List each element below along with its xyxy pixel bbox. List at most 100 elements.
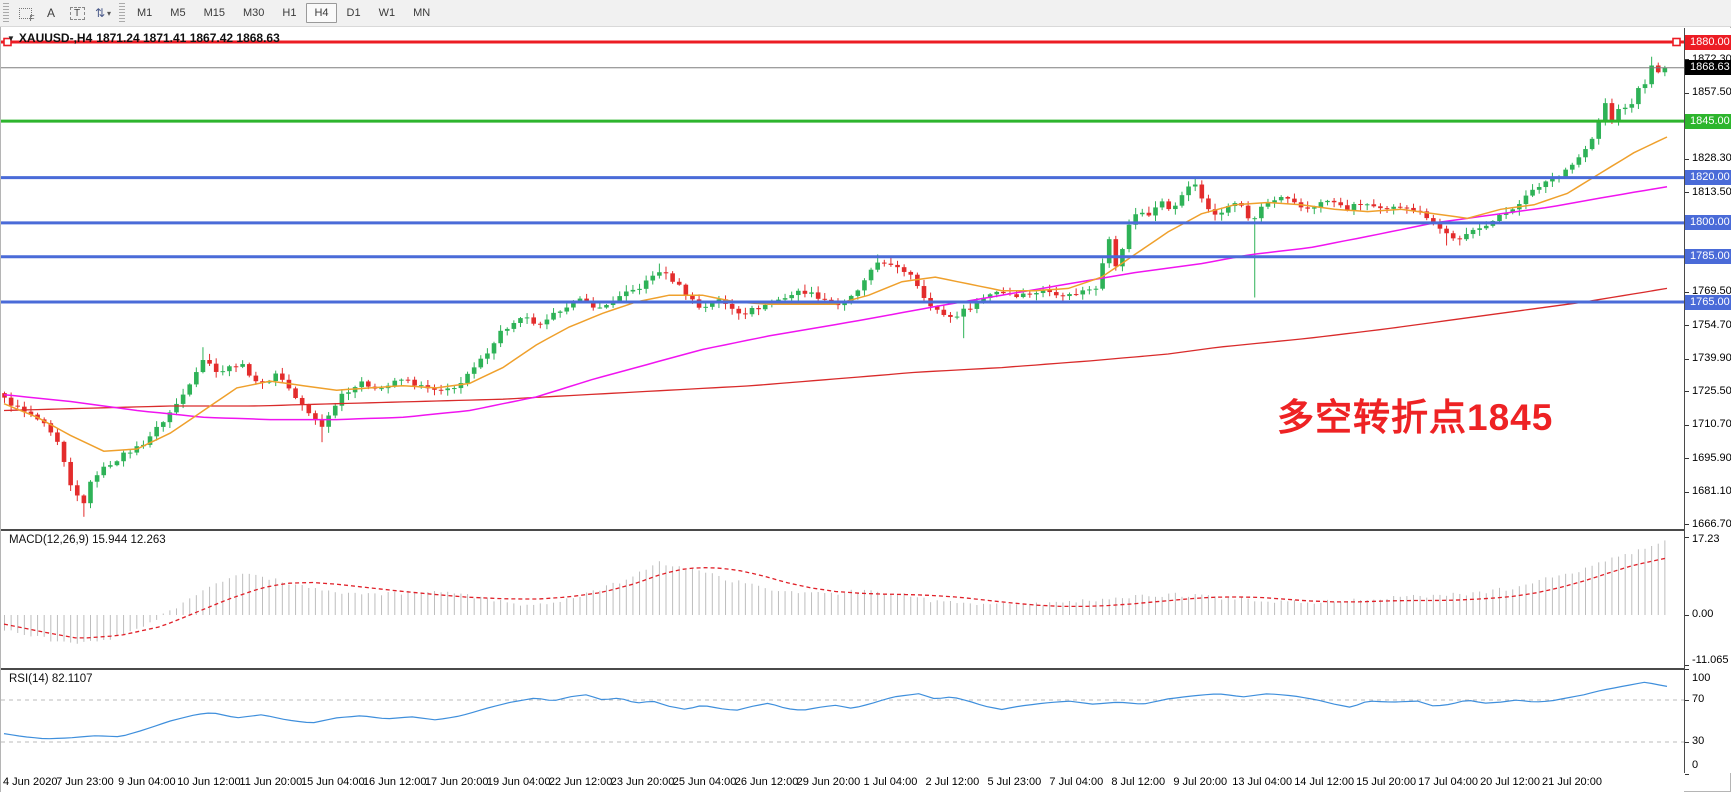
macd-indicator-panel[interactable] [1,530,1684,669]
price-tick: 1813.50 [1692,185,1731,198]
date-label: 25 Jun 04:00 [672,776,737,788]
axis-tick-mark [1685,325,1689,327]
price-tick: 1695.90 [1692,451,1731,464]
current-price-label: 1868.63 [1685,60,1731,76]
timeframe-d1-button[interactable]: D1 [346,7,361,19]
date-label: 17 Jun 20:00 [424,776,489,788]
chart-annotation-text[interactable]: 多空转折点1845 [1277,397,1554,438]
rsi-label: RSI(14) 82.1107 [9,673,93,685]
arrows-tool-icon[interactable]: ⇅ ▾ [91,2,115,24]
price-tick: 1739.90 [1692,352,1731,365]
macd-tick: 0.00 [1692,608,1714,620]
price-tick: 1754.70 [1692,318,1731,331]
symbol-period-label: XAUUSD-,H4 [18,31,93,45]
date-label: 13 Jul 04:00 [1232,776,1293,788]
rsi-tick: 30 [1692,735,1705,747]
axis-tick-mark [1685,391,1689,393]
date-label: 16 Jun 12:00 [362,776,427,788]
date-label: 19 Jun 04:00 [486,776,551,788]
date-label: 20 Jul 12:00 [1480,776,1540,788]
timeframe-m1-button[interactable]: M1 [137,7,153,19]
date-label: 21 Jul 20:00 [1542,776,1602,788]
date-label: 9 Jun 04:00 [118,776,176,788]
timeframe-m30-button[interactable]: M30 [242,7,265,19]
axis-tick-mark [1685,700,1689,701]
date-label: 7 Jul 04:00 [1049,776,1104,788]
axis-tick-mark [1685,773,1689,775]
price-tick: 1681.10 [1692,485,1731,498]
date-label: 22 Jun 12:00 [548,776,613,788]
toolbar: F A T ⇅ ▾ M1 M5 M15 M30 H1 H4 D1 W1 MN [0,0,1731,27]
price-label-1785: 1785.00 [1685,249,1731,265]
axis-tick-mark [1685,92,1689,94]
axis-tick-mark [1685,668,1689,670]
chevron-down-icon[interactable]: ▼ [7,33,15,43]
candles-layer [2,56,1668,517]
axis-tick-mark [1685,59,1689,61]
rsi-tick: 100 [1692,672,1711,684]
ma-fast-line [3,136,1668,452]
macd-signal-line [3,557,1668,639]
timeframe-w1-button[interactable]: W1 [378,7,396,19]
axis-tick-mark [1685,524,1689,526]
price-label-1880: 1880.00 [1685,34,1731,50]
axis-tick-mark [1685,742,1689,743]
date-label: 26 Jun 12:00 [734,776,799,788]
date-label: 15 Jul 20:00 [1356,776,1417,788]
timeframe-mn-button[interactable]: MN [413,7,431,19]
dropdown-caret-icon[interactable]: ▾ [107,8,112,18]
date-label: 11 Jun 20:00 [239,776,303,788]
price-label-1845: 1845.00 [1685,113,1731,129]
date-label: 7 Jun 23:00 [56,776,114,788]
price-label-1765: 1765.00 [1685,294,1731,310]
price-chart-panel[interactable] [1,28,1684,530]
price-tick: 1710.70 [1692,418,1731,431]
price-tick: 1857.50 [1692,86,1731,99]
rsi-tick: 70 [1692,693,1705,705]
date-label: 2 Jul 12:00 [925,776,980,788]
toolbar-grip[interactable] [3,3,9,23]
date-label: 17 Jul 04:00 [1418,776,1479,788]
date-label: 15 Jun 04:00 [300,776,365,788]
rsi-line [3,681,1668,740]
timeframe-m15-button[interactable]: M15 [203,7,225,19]
macd-label: MACD(12,26,9) 15.944 12.263 [9,534,166,546]
time-axis[interactable]: 4 Jun 2020 7 Jun 23:00 9 Jun 04:00 10 Jun 1… [1,773,1684,792]
price-label-1800: 1800.00 [1685,215,1731,231]
text-box-icon[interactable]: T [65,2,89,24]
chart-title[interactable]: ▼ XAUUSD-,H4 1871.24 1871.41 1867.42 186… [7,31,280,45]
text-box-glyph: T [69,6,85,20]
hline-handle[interactable] [1672,37,1681,47]
rsi-tick: 0 [1692,759,1699,771]
timeframe-m5-button[interactable]: M5 [170,7,186,19]
hline-handle[interactable] [3,37,12,47]
arrows-glyph: ⇅ [94,6,106,20]
macd-tick: -11.065 [1692,654,1729,666]
date-label: 1 Jul 04:00 [863,776,918,788]
axis-tick-mark [1685,491,1689,493]
ohlc-values: 1871.24 1871.41 1867.42 1868.63 [96,31,280,45]
axis-tick-mark [1685,424,1689,426]
axis-tick-mark [1685,158,1689,160]
date-label: 23 Jun 20:00 [610,776,675,788]
text-label-icon[interactable]: A [39,2,63,24]
ma-mid-line [3,185,1668,421]
timeframe-h1-button[interactable]: H1 [282,7,297,19]
price-tick: 1769.50 [1692,285,1731,298]
date-label: 29 Jun 20:00 [796,776,861,788]
date-label: 14 Jul 12:00 [1294,776,1355,788]
timeframe-h4-button[interactable]: H4 [306,3,337,23]
date-label: 8 Jul 12:00 [1111,776,1166,788]
price-axis[interactable]: 1872.301857.501843.101828.301813.501798.… [1684,28,1731,775]
price-label-1820: 1820.00 [1685,170,1731,186]
toolbar-grip-2[interactable] [119,3,125,23]
fibonacci-grid-glyph: F [18,7,35,23]
date-label: 9 Jul 20:00 [1173,776,1228,788]
ma-slow-line [3,287,1668,412]
axis-tick-mark [1685,665,1689,667]
rsi-indicator-panel[interactable] [1,669,1684,774]
fibonacci-grid-icon[interactable]: F [13,2,37,24]
axis-tick-mark [1685,615,1689,616]
chart-window: ▼ XAUUSD-,H4 1871.24 1871.41 1867.42 186… [0,27,1731,792]
